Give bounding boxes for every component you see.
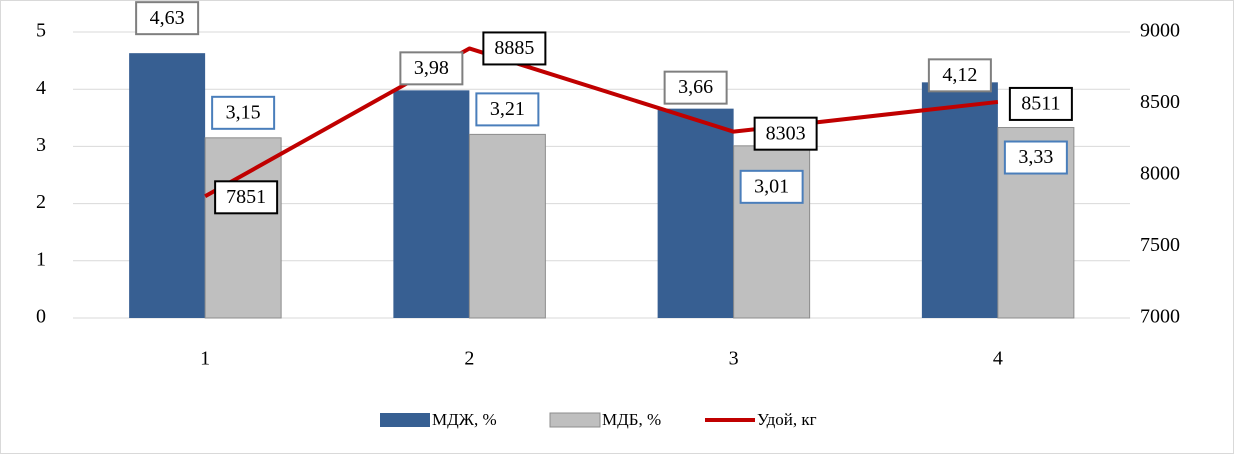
data-label: 8885 [494,37,534,59]
y-tick-label: 2 [36,191,46,213]
data-label: 3,98 [414,57,449,79]
data-label-box [211,95,276,130]
data-label-box [482,31,547,66]
x-tick-label: 4 [993,348,1003,370]
data-label: 4,63 [150,7,185,29]
legend-label: МДЖ, % [432,410,497,429]
data-label: 8303 [766,122,806,144]
bar [468,133,546,319]
legend-swatch [549,412,601,428]
data-label: 3,15 [226,101,261,123]
legend-label: МДБ, % [602,410,661,429]
data-label-box [475,92,540,127]
data-label: 8511 [1021,93,1060,115]
data-label: 3,33 [1018,146,1053,168]
data-label-box [927,58,992,93]
y2-tick-label: 8000 [1140,163,1180,185]
y2-tick-label: 7000 [1140,306,1180,328]
y-tick-label: 3 [36,134,46,156]
y-tick-label: 0 [36,306,46,328]
data-label: 7851 [226,186,266,208]
data-label-box [214,180,279,215]
bar [657,108,734,318]
y2-tick-label: 9000 [1140,20,1180,42]
data-label-box [399,51,464,86]
data-label-box [1003,140,1068,175]
y-tick-label: 1 [36,248,46,270]
data-label-box [1008,86,1073,121]
data-label-box [663,70,728,105]
line [204,46,999,199]
bar [204,137,282,319]
legend-swatch [380,413,430,427]
x-tick-label: 1 [200,348,210,370]
x-tick-label: 3 [729,348,739,370]
legend: МДЖ, % МДБ, % Удой, кг [380,410,817,429]
bar [921,82,998,318]
y-tick-label: 5 [36,20,46,42]
y-tick-label: 4 [36,77,46,99]
data-label: 3,66 [678,76,713,98]
data-label: 3,01 [754,175,789,197]
data-label-box [753,116,818,151]
data-label: 4,12 [942,64,977,86]
data-label: 3,21 [490,98,525,120]
x-tick-label: 2 [464,348,474,370]
data-label-box [135,1,200,36]
y2-tick-label: 8500 [1140,91,1180,113]
data-label-box [739,169,804,204]
bar [393,90,470,319]
bar [129,53,206,318]
y2-tick-label: 7500 [1140,234,1180,256]
legend-label: Удой, кг [757,410,817,429]
